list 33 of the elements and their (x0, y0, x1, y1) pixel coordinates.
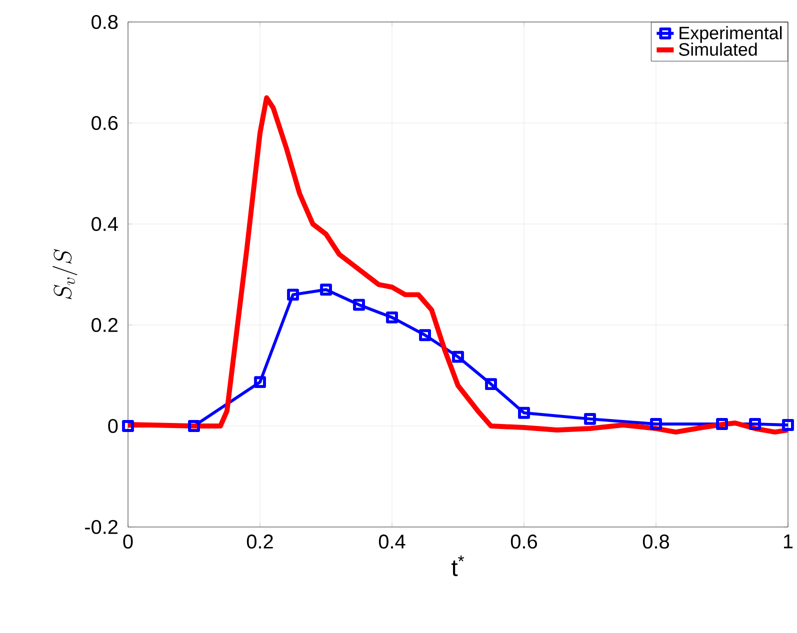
point (782, 419, 794, 431)
y-tick-label: 0.6 (92, 116, 118, 130)
line-series (128, 95, 788, 435)
point (452, 350, 464, 363)
x-tick-label: 0.4 (378, 534, 406, 549)
point (749, 418, 761, 430)
point (254, 376, 266, 388)
point (320, 284, 332, 296)
x-tick-label: 1 (784, 534, 793, 548)
legend-label: Experimental (680, 26, 782, 43)
point (122, 420, 134, 432)
y-axis-title: $S_v/S$ (52, 249, 78, 300)
x-tick-label: 0.6 (510, 534, 537, 549)
y-tick-label: -0.2 (85, 520, 118, 534)
x-tick-label: 0.8 (642, 534, 669, 549)
y-tick-label: 0 (108, 418, 118, 434)
x-tick-label: 0 (123, 534, 133, 549)
point (419, 329, 431, 342)
y-tick-label: 0.2 (92, 318, 118, 332)
x-axis-title: t$^{*}$ (452, 555, 464, 576)
point (650, 418, 662, 430)
y-tick-label: 0.8 (92, 14, 118, 30)
point (188, 420, 200, 432)
x-tick-label: 0.2 (246, 534, 273, 549)
point (584, 412, 596, 425)
legend-label: Simulated (678, 42, 757, 56)
point (386, 311, 398, 324)
point (716, 418, 728, 430)
point (287, 288, 299, 301)
point (518, 406, 530, 419)
y-tick-label: 0.4 (92, 216, 118, 232)
point (353, 298, 365, 311)
point (485, 378, 497, 390)
